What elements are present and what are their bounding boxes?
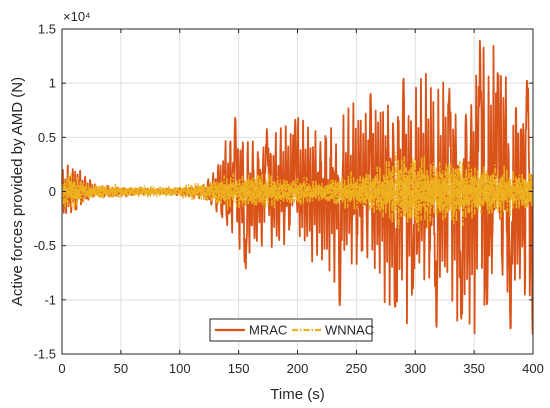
axis-ticks: 0 50 100 150 200 250 300 350 400 -1.5 -1 -0.5 0 0.5 1 1… [34, 22, 544, 377]
y-axis-label: Active forces provided by AMD (N) [9, 77, 26, 306]
legend-label-mrac: MRAC [249, 323, 287, 338]
x-tick-label: 400 [522, 361, 544, 376]
y-tick-label: 1 [49, 76, 56, 91]
y-tick-label: 0 [49, 184, 56, 199]
x-tick-label: 0 [58, 361, 65, 376]
x-axis-label: Time (s) [270, 386, 324, 403]
x-tick-label: 250 [346, 361, 368, 376]
x-tick-label: 100 [169, 361, 191, 376]
x-tick-label: 300 [404, 361, 426, 376]
x-tick-label: 50 [114, 361, 128, 376]
series-lines [61, 39, 534, 335]
series-line-wnnac [61, 151, 534, 232]
y-axis-exponent: ×10⁴ [63, 9, 91, 24]
legend-label-wnnac: WNNAC [325, 323, 374, 338]
x-tick-label: 200 [287, 361, 309, 376]
legend-box [209, 318, 373, 342]
y-tick-label: 0.5 [38, 130, 56, 145]
y-tick-label: 1.5 [38, 22, 56, 37]
y-tick-label: -0.5 [34, 238, 56, 253]
x-tick-label: 150 [228, 361, 250, 376]
x-tick-label: 350 [463, 361, 485, 376]
y-tick-label: -1 [44, 292, 56, 307]
y-tick-label: -1.5 [34, 347, 56, 362]
legend: MRAC WNNAC [209, 318, 374, 342]
